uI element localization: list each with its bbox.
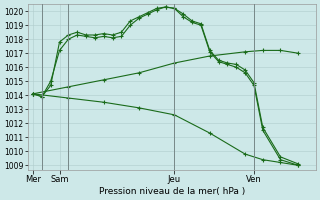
X-axis label: Pression niveau de la mer( hPa ): Pression niveau de la mer( hPa )	[99, 187, 245, 196]
